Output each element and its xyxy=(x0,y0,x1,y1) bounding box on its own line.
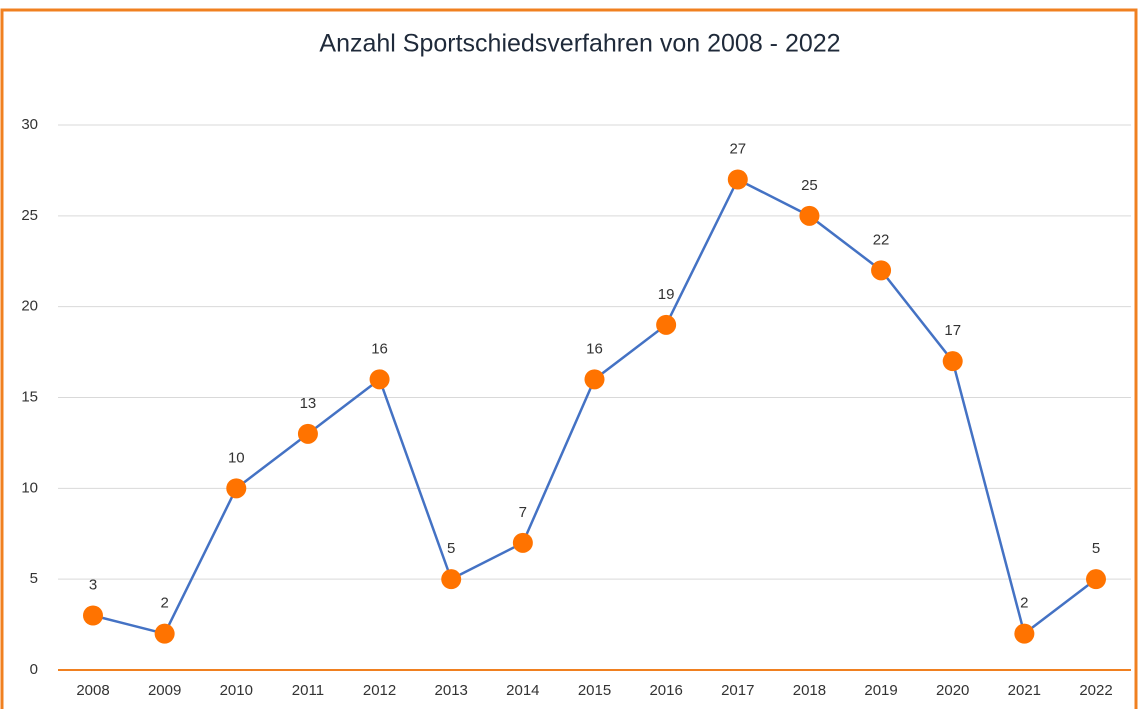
marker xyxy=(83,605,103,626)
data-label: 22 xyxy=(873,231,890,248)
data-label: 25 xyxy=(801,177,818,194)
marker xyxy=(369,369,390,390)
x-tick-label: 2016 xyxy=(649,682,682,699)
marker xyxy=(1086,569,1106,590)
data-label: 2 xyxy=(1020,595,1028,612)
x-tick-label: 2010 xyxy=(220,682,253,699)
marker xyxy=(799,205,820,226)
x-tick-label: 2017 xyxy=(721,682,754,699)
y-tick-label: 30 xyxy=(21,116,38,133)
marker xyxy=(942,351,963,372)
x-tick-label: 2012 xyxy=(363,682,396,699)
x-tick-label: 2011 xyxy=(292,682,324,699)
x-tick-label: 2008 xyxy=(76,682,109,699)
marker xyxy=(297,423,318,444)
data-label: 16 xyxy=(371,340,388,357)
x-tick-label: 2021 xyxy=(1008,682,1041,699)
marker xyxy=(154,623,175,644)
marker xyxy=(871,260,892,281)
x-tick-label: 2015 xyxy=(578,682,611,699)
y-tick-label: 5 xyxy=(30,570,38,587)
data-label: 2 xyxy=(160,595,168,612)
data-label: 27 xyxy=(729,140,746,157)
marker xyxy=(226,478,247,499)
marker xyxy=(1014,623,1035,644)
y-tick-label: 20 xyxy=(21,298,38,315)
y-tick-label: 15 xyxy=(21,388,38,405)
y-tick-label: 0 xyxy=(30,661,38,678)
data-label: 5 xyxy=(447,540,455,557)
x-tick-label: 2020 xyxy=(936,682,969,699)
x-tick-label: 2009 xyxy=(148,682,181,699)
x-tick-label: 2019 xyxy=(864,682,897,699)
x-tick-label: 2014 xyxy=(506,682,539,699)
marker xyxy=(656,314,677,335)
data-label: 7 xyxy=(519,504,527,521)
data-label: 13 xyxy=(300,395,317,412)
data-label: 17 xyxy=(944,322,961,339)
data-label: 5 xyxy=(1092,540,1100,557)
data-label: 3 xyxy=(89,576,97,593)
marker xyxy=(727,169,748,190)
marker xyxy=(512,532,533,553)
marker xyxy=(584,369,605,390)
x-tick-label: 2013 xyxy=(435,682,468,699)
frame xyxy=(0,8,1138,709)
x-tick-label: 2018 xyxy=(793,682,826,699)
y-tick-label: 25 xyxy=(21,207,38,224)
data-label: 10 xyxy=(228,449,245,466)
data-label: 19 xyxy=(658,286,675,303)
data-label: 16 xyxy=(586,340,603,357)
chart-title: Anzahl Sportschiedsverfahren von 2008 - … xyxy=(319,30,840,58)
series-line xyxy=(92,177,1097,636)
x-tick-label: 2022 xyxy=(1079,682,1112,699)
y-tick-label: 10 xyxy=(21,479,38,496)
marker xyxy=(441,569,462,590)
